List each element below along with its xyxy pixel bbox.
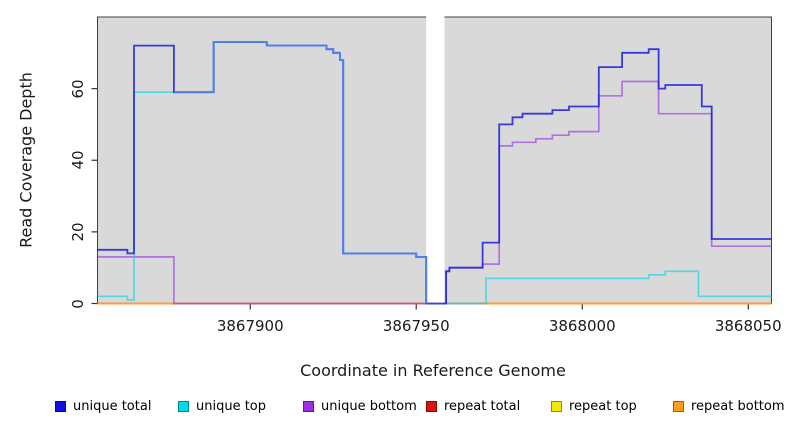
- legend-item: repeat bottom: [673, 398, 785, 414]
- legend-label: unique top: [196, 398, 267, 414]
- legend-item: repeat total: [426, 398, 521, 414]
- legend-swatch-icon: [673, 400, 684, 412]
- legend-label: unique bottom: [321, 398, 417, 414]
- no-coverage-gap: [426, 10, 445, 304]
- y-tick-label: 60: [69, 79, 87, 99]
- legend-label: repeat bottom: [691, 398, 785, 414]
- x-tick-label: 3867950: [382, 317, 450, 335]
- legend-label: repeat top: [569, 398, 637, 414]
- series-overlap-highlight-line: [173, 41, 428, 304]
- legend-swatch-icon: [178, 400, 189, 412]
- legend-swatch-icon: [551, 400, 562, 412]
- x-tick-label: 3868000: [548, 317, 616, 335]
- legend-item: repeat top: [551, 398, 637, 414]
- x-axis-title: Coordinate in Reference Genome: [300, 361, 566, 380]
- legend-swatch-icon: [303, 400, 314, 412]
- legend-label: repeat total: [444, 398, 521, 414]
- coverage-plot-canvas: [91, 10, 772, 310]
- y-tick-label: 0: [69, 298, 87, 309]
- y-tick-label: 40: [69, 150, 87, 170]
- y-tick-label: 20: [69, 222, 87, 242]
- legend-swatch-icon: [55, 400, 66, 412]
- y-axis-title: Read Coverage Depth: [16, 72, 36, 248]
- legend-item: unique top: [178, 398, 267, 414]
- legend-swatch-icon: [426, 400, 437, 412]
- x-tick-label: 3868050: [714, 317, 782, 335]
- x-tick-label: 3867900: [216, 317, 284, 335]
- legend-item: unique bottom: [303, 398, 417, 414]
- legend-label: unique total: [73, 398, 152, 414]
- legend-item: unique total: [55, 398, 152, 414]
